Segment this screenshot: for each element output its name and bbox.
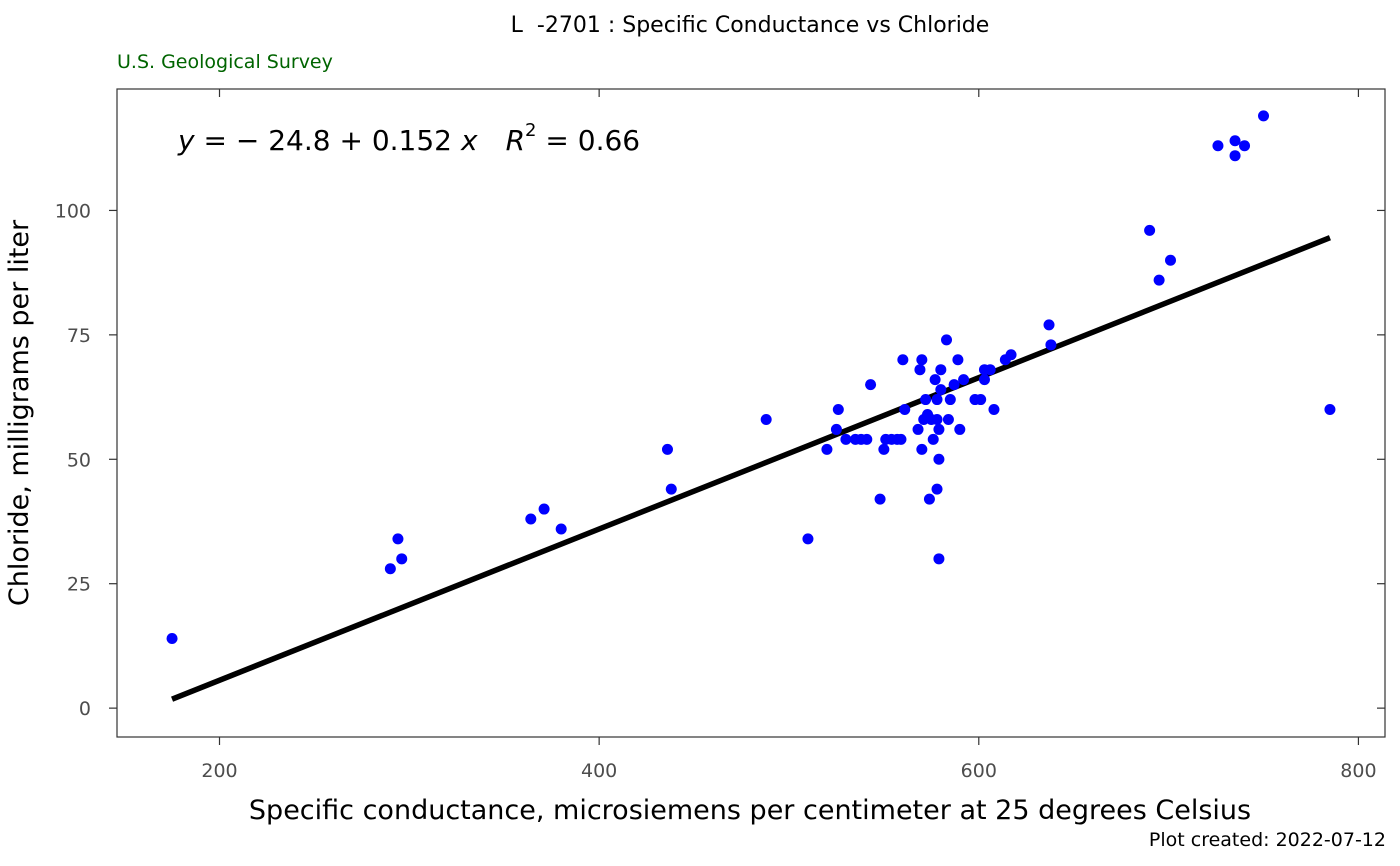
data-point: [166, 632, 178, 644]
data-point: [935, 384, 947, 396]
data-point: [935, 364, 947, 376]
equation-r-exponent: 2: [525, 120, 536, 141]
data-point: [1043, 319, 1055, 331]
data-point: [916, 354, 928, 366]
data-point: [933, 453, 945, 465]
data-point: [931, 394, 943, 406]
data-point: [923, 493, 935, 505]
x-axis: 200 400 600 800: [201, 89, 1377, 782]
data-point: [1212, 140, 1224, 152]
data-point: [760, 413, 772, 425]
chart-subtitle: U.S. Geological Survey: [117, 51, 333, 73]
y-tick-label: 25: [67, 574, 91, 596]
regression-line: [171, 235, 1331, 702]
data-point: [899, 404, 911, 416]
equation-x: x: [460, 124, 478, 157]
equation-slope: 0.152: [372, 124, 452, 157]
data-point: [984, 364, 996, 376]
data-point: [665, 483, 677, 495]
data-point: [933, 423, 945, 435]
data-point: [941, 334, 953, 346]
equation-r2: = 0.66: [537, 124, 641, 157]
data-point: [978, 374, 990, 386]
y-tick-label: 75: [67, 325, 91, 347]
data-point: [821, 443, 833, 455]
data-point: [958, 374, 970, 386]
data-point: [929, 374, 941, 386]
data-point: [392, 533, 404, 545]
data-point: [861, 433, 873, 445]
data-point: [948, 379, 960, 391]
plot-created-caption: Plot created: 2022-07-12: [1149, 829, 1386, 851]
y-axis-label: Chloride, milligrams per liter: [4, 219, 35, 606]
data-point: [988, 404, 1000, 416]
data-point: [1045, 339, 1057, 351]
data-point: [832, 404, 844, 416]
x-tick-label: 600: [961, 760, 997, 782]
data-point: [1144, 224, 1156, 236]
data-point: [952, 354, 964, 366]
data-point: [1229, 135, 1241, 147]
y-axis: 0 25 50 75 100: [55, 200, 1385, 720]
data-point: [525, 513, 537, 525]
data-point: [802, 533, 814, 545]
data-point: [954, 423, 966, 435]
data-point: [878, 443, 890, 455]
data-point: [840, 433, 852, 445]
data-point: [384, 563, 396, 575]
data-point: [942, 413, 954, 425]
x-tick-label: 400: [581, 760, 617, 782]
data-point: [944, 394, 956, 406]
data-point: [1324, 404, 1336, 416]
data-point: [1165, 254, 1177, 266]
data-point: [1239, 140, 1251, 152]
data-points: [166, 110, 1336, 644]
y-tick-label: 0: [79, 698, 91, 720]
chart-title: L -2701 : Specific Conductance vs Chlori…: [511, 13, 990, 38]
y-tick-label: 100: [55, 200, 91, 222]
data-point: [555, 523, 567, 535]
data-point: [927, 433, 939, 445]
data-point: [931, 483, 943, 495]
equation-equals: =: [195, 124, 236, 157]
data-point: [920, 394, 932, 406]
y-tick-label: 50: [67, 449, 91, 471]
equation-plus: +: [331, 124, 372, 157]
data-point: [912, 423, 924, 435]
data-point: [830, 423, 842, 435]
x-tick-label: 200: [201, 760, 237, 782]
equation-label: y = − 24.8 + 0.152 x R2 = 0.66: [177, 120, 640, 157]
data-point: [396, 553, 408, 565]
data-point: [661, 443, 673, 455]
data-point: [1153, 274, 1165, 286]
data-point: [931, 413, 943, 425]
data-point: [1258, 110, 1270, 122]
data-point: [865, 379, 877, 391]
equation-intercept: − 24.8: [236, 124, 331, 157]
equation-y: y: [177, 124, 195, 157]
plot-frame: [116, 88, 1386, 738]
data-point: [914, 364, 926, 376]
data-point: [895, 433, 907, 445]
data-point: [1005, 349, 1017, 361]
data-point: [538, 503, 550, 515]
equation-r: R: [506, 124, 525, 157]
x-tick-label: 800: [1340, 760, 1376, 782]
data-point: [916, 443, 928, 455]
x-axis-label: Specific conductance, microsiemens per c…: [249, 795, 1251, 826]
data-point: [1229, 150, 1241, 162]
data-point: [874, 493, 886, 505]
data-point: [975, 394, 987, 406]
data-point: [897, 354, 909, 366]
data-point: [933, 553, 945, 565]
